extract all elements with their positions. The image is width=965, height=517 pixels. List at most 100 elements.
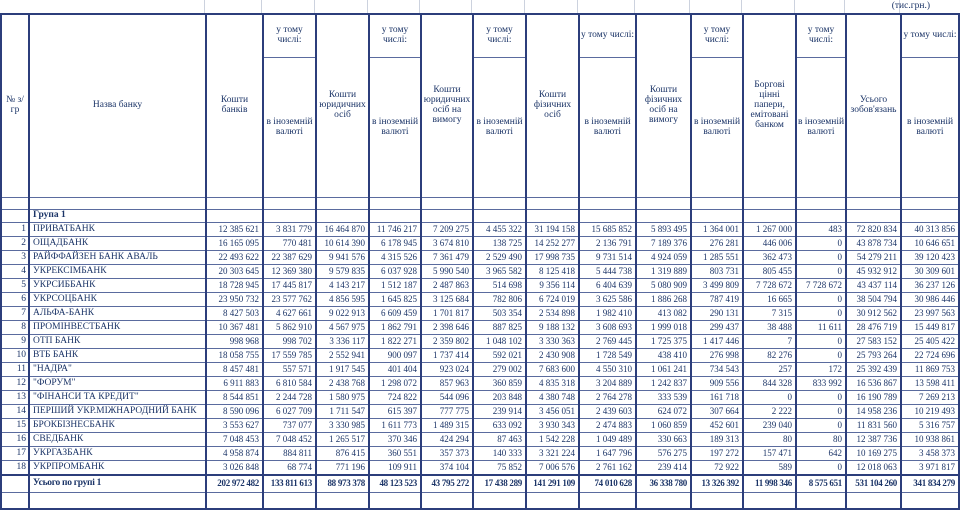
group-row: Група 1	[0, 209, 960, 223]
value-cell: 7 048 452	[262, 432, 317, 447]
table-row: 14 ПЕРШИЙ УКР.МІЖНАРОДНИЙ БАНК 8 590 096 6 …	[0, 404, 960, 419]
spacer-cell	[578, 197, 637, 210]
value-cell: 624 072	[635, 404, 692, 419]
value-cell: 2 222	[742, 404, 797, 419]
total-value-cell: 341 834 279	[900, 474, 960, 493]
col-header-legal-entities-funds: Кошти юридичних осіб	[315, 13, 370, 198]
value-cell: 876 415	[315, 446, 370, 461]
total-value-cell: 8 575 651	[795, 474, 847, 493]
value-cell: 1 737 414	[420, 348, 474, 363]
col-header-fx-7: в іноземній валюті	[900, 57, 960, 198]
value-cell: 11 746 217	[368, 222, 422, 237]
value-cell: 803 731	[690, 264, 744, 279]
value-cell: 30 912 562	[845, 306, 902, 321]
value-cell: 2 136 791	[578, 236, 637, 251]
value-cell: 3 971 817	[900, 460, 960, 476]
table-row: 9 ОТП БАНК 998 968 998 702 3 336 117 1 822 27…	[0, 334, 960, 349]
value-cell: 3 336 117	[315, 334, 370, 349]
value-cell	[368, 209, 422, 223]
table-row: 15 БРОКБІЗНЕСБАНК 3 553 627 737 077 3 330 98…	[0, 418, 960, 433]
value-cell: 11 611	[795, 320, 847, 335]
value-cell: 514 698	[472, 278, 527, 293]
value-cell: 592 021	[472, 348, 527, 363]
table-row: 17 УКРГАЗБАНК 4 958 874 884 811 876 415 360 5…	[0, 446, 960, 461]
row-number-cell: 10	[0, 348, 30, 363]
total-value-cell: 48 123 523	[368, 474, 422, 493]
value-cell: 4 315 526	[368, 250, 422, 265]
value-cell: 787 419	[690, 292, 744, 307]
value-cell	[205, 209, 264, 223]
value-cell: 557 571	[262, 362, 317, 377]
table-row: 7 АЛЬФА-БАНК 8 427 503 4 627 661 9 022 913 6 …	[0, 306, 960, 321]
spacer-cell	[795, 197, 847, 210]
value-cell: 6 037 928	[368, 264, 422, 279]
value-cell: 4 455 322	[472, 222, 527, 237]
value-cell: 299 437	[690, 320, 744, 335]
row-number-cell: 12	[0, 376, 30, 391]
total-value-cell: 11 998 346	[742, 474, 797, 493]
value-cell: 279 002	[472, 362, 527, 377]
row-number-cell: 15	[0, 418, 30, 433]
value-cell: 833 992	[795, 376, 847, 391]
spacer-cell	[900, 197, 960, 210]
value-cell: 25 405 422	[900, 334, 960, 349]
value-cell: 1 061 241	[635, 362, 692, 377]
col-header-including-7: у тому числі:	[900, 13, 960, 58]
value-cell: 4 143 217	[315, 278, 370, 293]
spacer-cell	[0, 197, 30, 210]
value-cell: 5 444 738	[578, 264, 637, 279]
value-cell: 82 276	[742, 348, 797, 363]
value-cell: 576 275	[635, 446, 692, 461]
value-cell: 1 580 975	[315, 390, 370, 405]
value-cell: 1 285 551	[690, 250, 744, 265]
value-cell: 239 040	[742, 418, 797, 433]
value-cell: 2 398 646	[420, 320, 474, 335]
value-cell: 0	[795, 418, 847, 433]
value-cell: 3 674 810	[420, 236, 474, 251]
header-row-fx: в іноземній валюті в іноземній валюті в …	[1, 57, 960, 198]
col-header-including-1: у тому числі:	[262, 13, 317, 58]
spacer-cell	[205, 492, 264, 510]
value-cell: 1 417 446	[690, 334, 744, 349]
table-row: 12 "ФОРУМ" 6 911 883 6 810 584 2 438 768 1 29…	[0, 376, 960, 391]
value-cell: 23 577 762	[262, 292, 317, 307]
value-cell: 6 404 639	[578, 278, 637, 293]
value-cell: 0	[795, 250, 847, 265]
value-cell: 452 601	[690, 418, 744, 433]
value-cell: 36 237 126	[900, 278, 960, 293]
value-cell: 7 048 453	[205, 432, 264, 447]
value-cell: 0	[795, 292, 847, 307]
value-cell: 3 330 985	[315, 418, 370, 433]
value-cell: 1 711 547	[315, 404, 370, 419]
value-cell: 7 189 376	[635, 236, 692, 251]
bank-name-cell: УКРПРОМБАНК	[28, 460, 207, 476]
value-cell: 734 543	[690, 362, 744, 377]
value-cell: 15 449 817	[900, 320, 960, 335]
value-cell: 4 924 059	[635, 250, 692, 265]
group-label: Група 1	[28, 209, 207, 223]
total-value-cell: 74 010 628	[578, 474, 637, 493]
units-note: (тис.грн.)	[891, 1, 930, 11]
value-cell: 23 950 732	[205, 292, 264, 307]
spacer-cell	[795, 492, 847, 510]
col-header-fx-5: в іноземній валюті	[690, 57, 744, 198]
value-cell: 3 125 684	[420, 292, 474, 307]
value-cell: 11 831 560	[845, 418, 902, 433]
value-cell: 5 316 757	[900, 418, 960, 433]
value-cell: 16 665	[742, 292, 797, 307]
col-header-total-liabilities: Усього зобов'язань	[845, 13, 902, 198]
spacer-cell	[420, 492, 474, 510]
value-cell: 10 614 390	[315, 236, 370, 251]
col-header-num: № з/гр	[0, 13, 30, 198]
value-cell: 87 463	[472, 432, 527, 447]
value-cell: 6 609 459	[368, 306, 422, 321]
value-cell: 138 725	[472, 236, 527, 251]
col-header-individuals-demand: Кошти фізичних осіб на вимогу	[635, 13, 692, 198]
value-cell: 30 309 601	[900, 264, 960, 279]
table-row: 10 ВТБ БАНК 18 058 755 17 559 785 2 552 941 9…	[0, 348, 960, 363]
bank-name-cell: ПЕРШИЙ УКР.МІЖНАРОДНИЙ БАНК	[28, 404, 207, 419]
value-cell: 18 058 755	[205, 348, 264, 363]
bank-name-cell: БРОКБІЗНЕСБАНК	[28, 418, 207, 433]
value-cell: 1 319 889	[635, 264, 692, 279]
value-cell: 6 178 945	[368, 236, 422, 251]
